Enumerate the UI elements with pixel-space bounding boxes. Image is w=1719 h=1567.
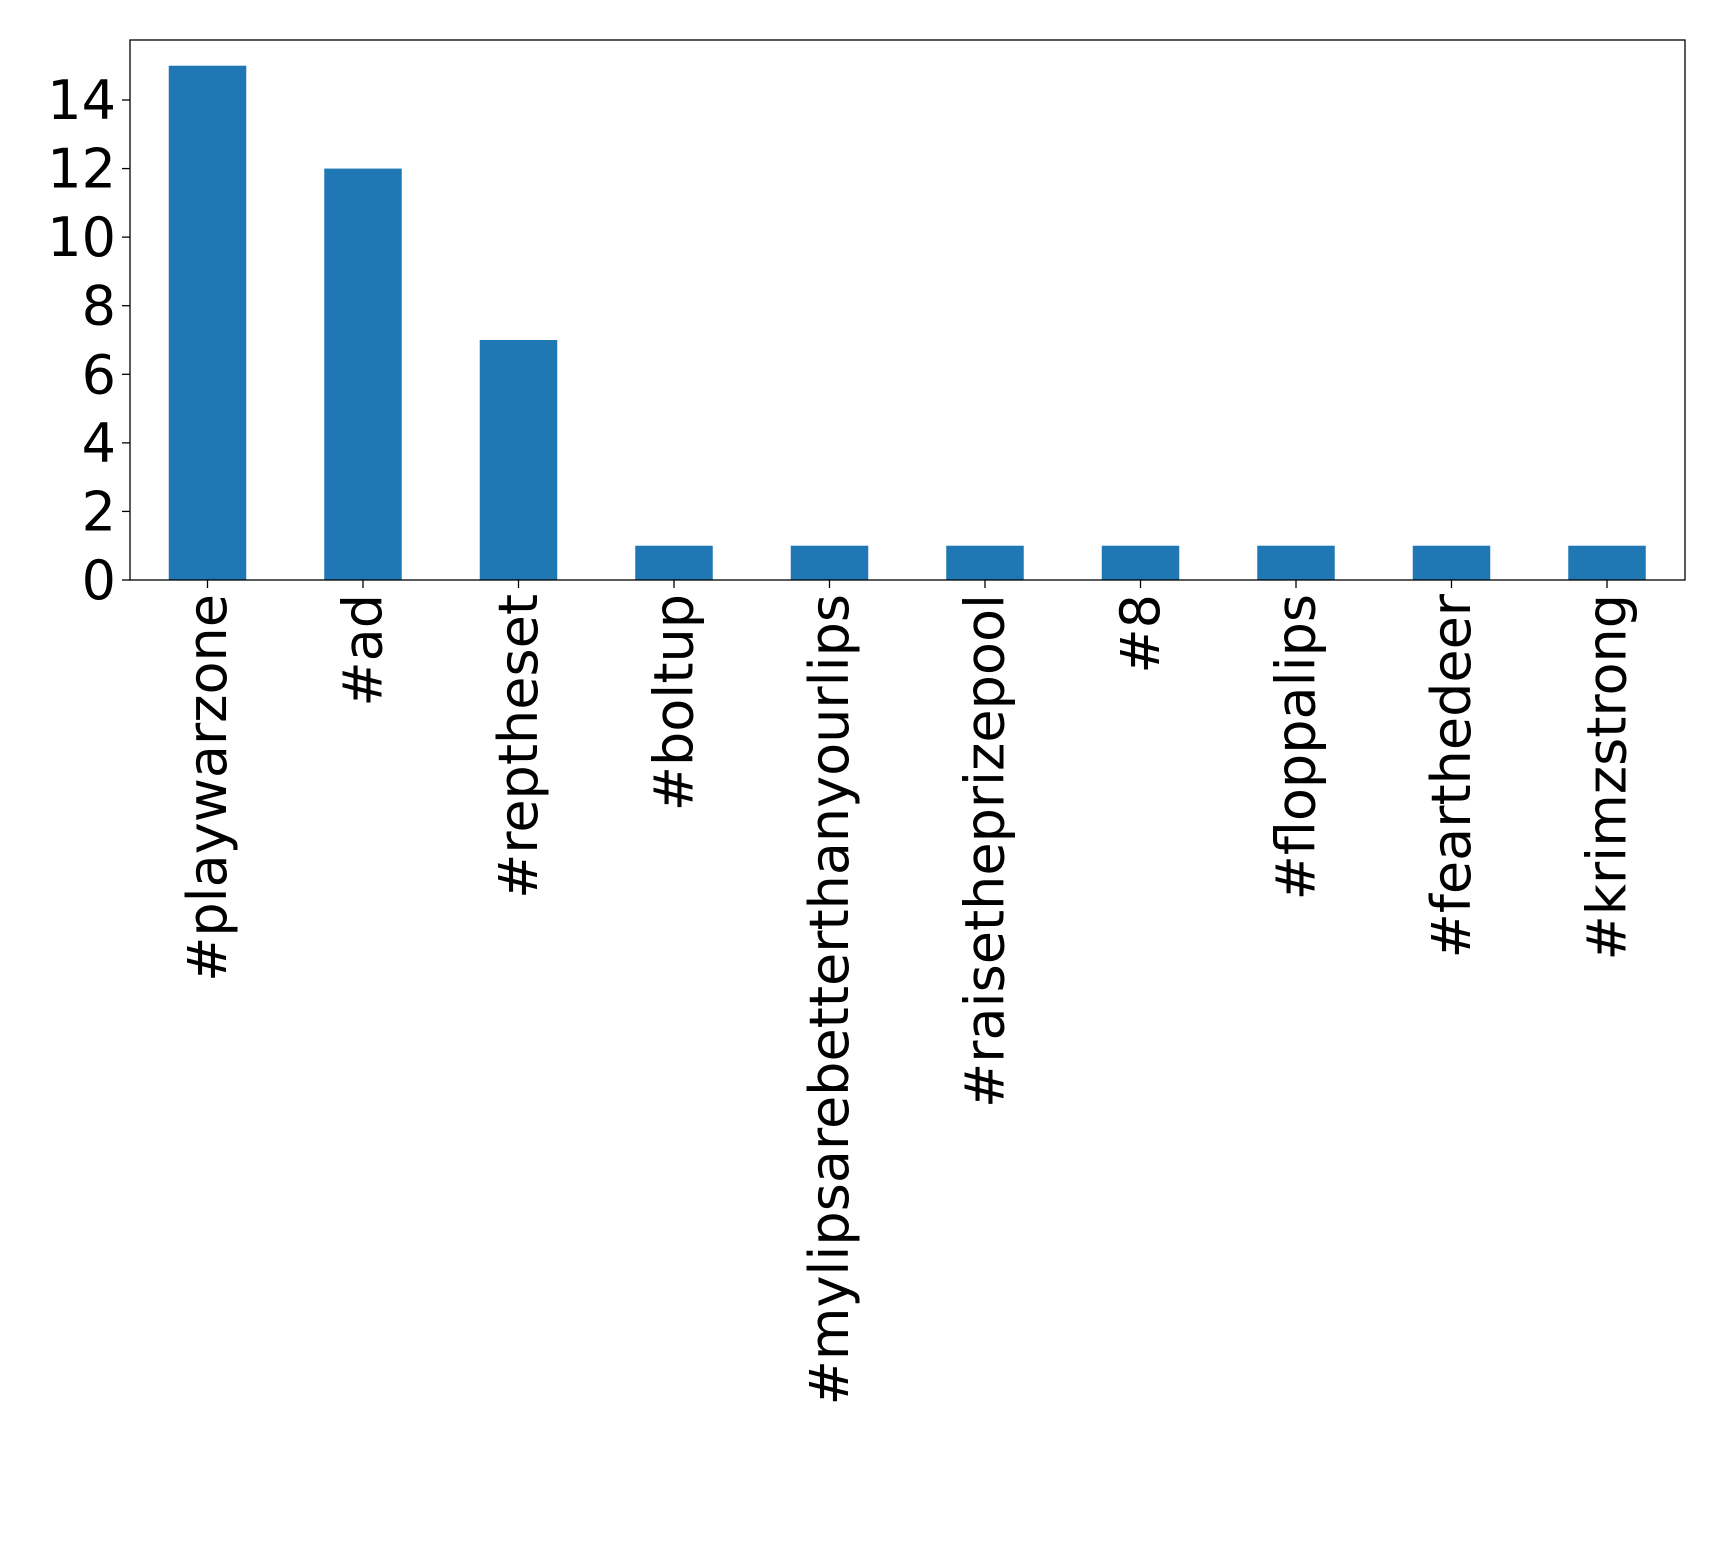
y-tick-label-3: 6 (82, 343, 116, 406)
bar-1 (324, 168, 402, 580)
x-tick-label-7: #floppalips (1265, 594, 1328, 900)
x-tick-label-1: #ad (332, 594, 395, 707)
bar-8 (1412, 545, 1491, 580)
plot-frame (129, 39, 1686, 581)
x-tick-label-5: #raisetheprizepool (954, 594, 1017, 1108)
x-tick-label-0: #playwarzone (176, 594, 239, 982)
y-tick-label-4: 8 (82, 275, 116, 338)
bars-group (168, 65, 1646, 580)
bar-0 (168, 65, 247, 580)
y-tick-label-2: 4 (82, 412, 116, 475)
bar-5 (946, 545, 1024, 580)
bar-3 (635, 545, 713, 580)
y-tick-label-0: 0 (82, 549, 116, 612)
x-tick-label-9: #krimzstrong (1576, 594, 1639, 961)
bar-7 (1257, 545, 1335, 580)
x-axis: #playwarzone #ad #reptheset #boltup #mylipsa… (176, 580, 1639, 1405)
x-tick-label-8: #fearthedeer (1420, 593, 1483, 958)
y-tick-label-5: 10 (47, 206, 116, 269)
bar-4 (790, 545, 869, 580)
bar-2 (479, 340, 558, 580)
y-tick-label-6: 12 (47, 138, 116, 201)
bar-6 (1101, 545, 1180, 580)
x-tick-label-4: #mylipsarebetterthanyourlips (798, 594, 861, 1405)
x-tick-label-3: #boltup (643, 594, 706, 811)
x-tick-label-2: #reptheset (487, 594, 550, 899)
bar-9 (1568, 545, 1646, 580)
y-tick-label-7: 14 (47, 69, 116, 132)
x-tick-label-6: #8 (1109, 594, 1172, 674)
y-tick-label-1: 2 (82, 480, 116, 543)
